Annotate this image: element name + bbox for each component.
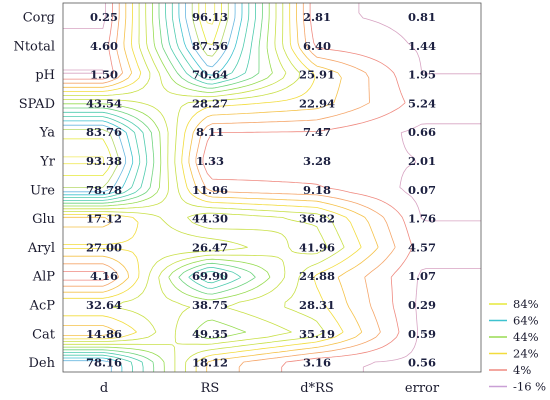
- contour-level: [63, 3, 379, 372]
- legend-label: 24%: [513, 347, 539, 361]
- cell-value: 22.94: [299, 96, 335, 110]
- cell-value: 1.44: [408, 39, 436, 53]
- cell-value: 36.82: [299, 212, 335, 226]
- cell-value: 1.76: [408, 212, 436, 226]
- cell-value: 0.25: [90, 10, 118, 24]
- contour-level: [63, 3, 273, 372]
- contour-level: [63, 3, 263, 372]
- cell-value: 28.27: [192, 96, 228, 110]
- row-labels: Corg Ntotal pH SPAD Ya Yr Ure Glu Aryl AlP AcP Cat D…: [13, 11, 55, 372]
- row-label: AcP: [29, 299, 56, 314]
- cell-value: 4.16: [90, 269, 118, 283]
- contour-level: [63, 3, 481, 372]
- cell-value: 69.90: [192, 269, 228, 283]
- cell-value: 5.24: [408, 96, 436, 110]
- row-label: Ya: [39, 126, 56, 141]
- cell-value: 87.56: [192, 39, 228, 53]
- cell-value: 4.57: [408, 240, 436, 254]
- row-label: Aryl: [27, 241, 55, 256]
- cell-value: 83.76: [86, 125, 122, 139]
- contour-level: [63, 3, 345, 372]
- row-label: Cat: [32, 327, 56, 342]
- contour-level: [63, 3, 243, 372]
- row-label: Ure: [30, 183, 55, 198]
- cell-value: 7.47: [303, 125, 331, 139]
- cell-value: 0.56: [408, 356, 436, 370]
- column-label: RS: [201, 381, 220, 396]
- cell-value: 17.12: [86, 212, 122, 226]
- cell-value: 1.07: [408, 269, 436, 283]
- cell-value: 32.64: [86, 298, 122, 312]
- column-label: error: [405, 381, 440, 396]
- cell-value: 25.91: [299, 68, 335, 82]
- cell-value: 2.01: [408, 154, 436, 168]
- cell-value: 3.16: [303, 356, 331, 370]
- cell-value: 38.75: [192, 298, 228, 312]
- cell-value: 78.16: [86, 356, 122, 370]
- cell-value: 11.96: [192, 183, 228, 197]
- cell-value: 96.13: [192, 10, 228, 24]
- cell-value: 27.00: [86, 240, 122, 254]
- legend-label: -16 %: [513, 380, 546, 394]
- contour-level: [63, 3, 236, 372]
- legend-label: 64%: [513, 314, 539, 328]
- contour-level: [63, 3, 222, 176]
- cell-value: 4.60: [90, 39, 118, 53]
- row-label: pH: [35, 68, 55, 83]
- cell-value: 1.33: [196, 154, 224, 168]
- cell-value: 0.59: [408, 327, 436, 341]
- cell-value: 0.81: [408, 10, 436, 24]
- cell-value: 78.78: [86, 183, 122, 197]
- cell-value: 24.88: [299, 269, 335, 283]
- plot-frame: [62, 2, 482, 373]
- cell-value: 6.40: [303, 39, 331, 53]
- cell-value: 43.54: [86, 96, 122, 110]
- contour-level: [63, 3, 250, 372]
- legend: 84% 64% 44% 24% 4% -16 %: [489, 297, 546, 394]
- row-label: Ntotal: [13, 39, 55, 54]
- cell-value: 3.28: [303, 154, 331, 168]
- row-label: SPAD: [19, 97, 55, 112]
- legend-label: 4%: [513, 363, 531, 377]
- row-label: Yr: [39, 155, 56, 170]
- contour-level: [63, 3, 413, 372]
- cell-value: 28.31: [299, 298, 335, 312]
- row-label: AlP: [32, 270, 56, 285]
- cell-value: 2.81: [303, 10, 331, 24]
- cell-value: 8.11: [196, 125, 224, 139]
- cell-value: 14.86: [86, 327, 122, 341]
- cell-value: 0.29: [408, 298, 436, 312]
- cell-value: 35.19: [299, 327, 335, 341]
- legend-label: 84%: [513, 297, 539, 311]
- cell-value: 1.50: [90, 68, 118, 82]
- cell-value: 41.96: [299, 240, 335, 254]
- contour-level: [63, 3, 229, 188]
- cell-value: 26.47: [192, 240, 228, 254]
- cell-value: 9.18: [303, 183, 331, 197]
- cell-values: 0.25 96.13 2.81 0.81 4.60 87.56 6.40 1.44 1.50 70…: [86, 10, 436, 370]
- column-label: d: [100, 381, 108, 396]
- cell-value: 44.30: [192, 212, 228, 226]
- cell-value: 0.66: [408, 125, 436, 139]
- row-label: Corg: [23, 11, 55, 26]
- cell-value: 93.38: [86, 154, 122, 168]
- contour-level: [63, 3, 362, 372]
- cell-value: 0.07: [408, 183, 436, 197]
- row-label: Deh: [29, 356, 56, 371]
- column-labels: d RS d*RS error: [100, 381, 440, 396]
- contour-level: [63, 3, 216, 165]
- contour-level: [63, 3, 328, 372]
- contour-lines: [63, 3, 481, 372]
- cell-value: 18.12: [192, 356, 228, 370]
- contour-level: [63, 3, 396, 372]
- cell-value: 1.95: [408, 68, 436, 82]
- contour-level: [63, 3, 256, 372]
- row-label: Glu: [32, 212, 55, 227]
- cell-value: 70.64: [192, 68, 228, 82]
- column-label: d*RS: [300, 381, 334, 396]
- cell-value: 49.35: [192, 327, 228, 341]
- legend-label: 44%: [513, 330, 539, 344]
